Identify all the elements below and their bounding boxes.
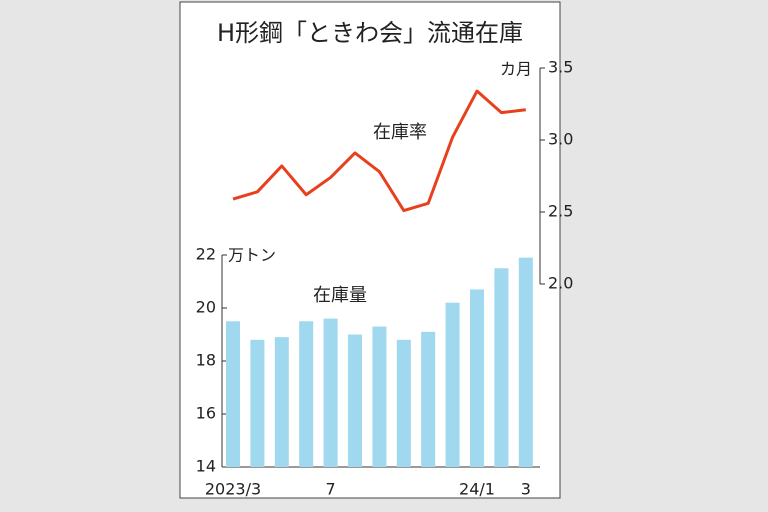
bar bbox=[494, 268, 509, 467]
x-tick-label: 2023/3 bbox=[205, 480, 261, 499]
y-tick-label: 22 bbox=[196, 245, 216, 264]
bar bbox=[445, 302, 460, 467]
y2-tick-label: 2.0 bbox=[548, 274, 573, 293]
bar bbox=[250, 339, 265, 467]
y2-axis-unit: カ月 bbox=[500, 60, 532, 79]
bar bbox=[299, 321, 314, 467]
x-tick-label: 24/1 bbox=[459, 480, 495, 499]
bar bbox=[226, 321, 240, 467]
chart-title: H形鋼「ときわ会」流通在庫 bbox=[217, 19, 523, 47]
y-tick-label: 20 bbox=[196, 298, 216, 317]
y2-tick-label: 2.5 bbox=[548, 202, 573, 221]
bar bbox=[348, 334, 362, 467]
y-axis-unit: 万トン bbox=[228, 246, 276, 265]
bar bbox=[421, 331, 436, 467]
x-tick-label: 7 bbox=[326, 480, 336, 499]
bar bbox=[396, 339, 411, 467]
bar bbox=[274, 337, 289, 467]
y-tick-label: 16 bbox=[196, 404, 216, 423]
y2-tick-label: 3.0 bbox=[548, 130, 573, 149]
bar bbox=[323, 318, 338, 467]
bar bbox=[372, 326, 387, 467]
y-tick-label: 14 bbox=[196, 457, 216, 476]
y-tick-label: 18 bbox=[196, 351, 216, 370]
bar bbox=[518, 257, 533, 467]
series-label: 在庫量 bbox=[313, 285, 367, 306]
y2-tick-label: 3.5 bbox=[548, 58, 573, 77]
series-label: 在庫率 bbox=[373, 122, 427, 143]
line bbox=[232, 89, 526, 213]
bar bbox=[470, 289, 484, 467]
x-tick-label: 3 bbox=[521, 480, 531, 499]
